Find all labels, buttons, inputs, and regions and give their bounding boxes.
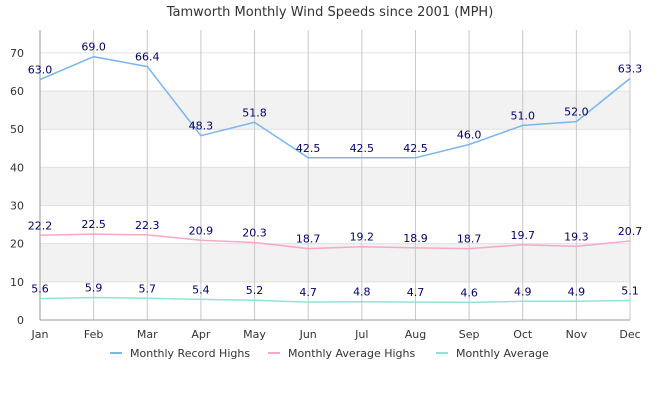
data-label: 63.0 (28, 64, 53, 77)
data-label: 42.5 (350, 142, 375, 155)
x-tick-label: Mar (137, 328, 158, 341)
legend-item-2[interactable]: Monthly Average Highs (268, 347, 415, 360)
axes (39, 30, 630, 321)
data-label: 22.2 (28, 219, 53, 232)
y-tick-label: 70 (10, 47, 24, 60)
data-label: 5.9 (85, 281, 103, 294)
chart-title: Tamworth Monthly Wind Speeds since 2001 … (166, 5, 494, 20)
x-tick-label: Feb (84, 328, 103, 341)
y-tick-label: 0 (17, 314, 24, 327)
series-line-2 (39, 233, 631, 250)
x-tick-label: May (243, 328, 266, 341)
data-label: 4.6 (460, 286, 478, 299)
series-line-3 (39, 296, 631, 304)
x-tick-label: Aug (405, 328, 426, 341)
grid-band (40, 243, 630, 282)
legend[interactable]: Monthly Record Highs Monthly Average High… (110, 347, 549, 360)
data-label: 5.7 (139, 282, 157, 295)
data-label: 18.7 (296, 233, 321, 246)
x-tick-label: Nov (566, 328, 588, 341)
data-label: 5.2 (246, 284, 264, 297)
y-tick-label: 40 (10, 161, 24, 174)
data-label: 46.0 (457, 128, 482, 141)
data-label: 22.3 (135, 219, 160, 232)
data-label: 19.3 (564, 230, 589, 243)
data-label: 4.7 (299, 286, 317, 299)
data-label: 48.3 (189, 120, 214, 133)
legend-item-1[interactable]: Monthly Record Highs (110, 347, 250, 360)
x-tick-label: Jan (31, 328, 49, 341)
grid-band (40, 91, 630, 130)
data-label: 4.9 (568, 285, 586, 298)
data-label: 20.3 (242, 227, 267, 240)
y-tick-label: 50 (10, 123, 24, 136)
legend-label: Monthly Record Highs (130, 347, 250, 360)
data-label: 18.7 (457, 233, 482, 246)
x-tick-label: Apr (191, 328, 211, 341)
x-tick-label: Jul (354, 328, 368, 341)
legend-item-3[interactable]: Monthly Average (436, 347, 549, 360)
series-lines (39, 55, 631, 304)
data-label: 51.8 (242, 106, 267, 119)
legend-label: Monthly Average (456, 347, 549, 360)
data-label: 4.8 (353, 286, 371, 299)
data-label: 66.4 (135, 51, 160, 64)
data-label: 5.1 (621, 285, 639, 298)
x-tick-label: Dec (619, 328, 640, 341)
data-label: 20.7 (618, 225, 643, 238)
data-label: 52.0 (564, 106, 589, 119)
grid-band (40, 167, 630, 206)
x-tick-label: Oct (513, 328, 533, 341)
y-tick-label: 20 (10, 238, 24, 251)
x-axis-ticks: Jan Feb Mar Apr May Jun Jul Aug Sep Oct Nov Dec (31, 328, 641, 341)
data-label: 19.2 (350, 231, 375, 244)
x-tick-label: Sep (459, 328, 480, 341)
series-line-1 (39, 55, 631, 159)
data-label: 42.5 (403, 142, 428, 155)
data-label: 5.6 (31, 283, 49, 296)
data-label: 63.3 (618, 62, 643, 75)
y-tick-label: 10 (10, 276, 24, 289)
data-label: 4.9 (514, 285, 532, 298)
data-label: 42.5 (296, 142, 321, 155)
data-label: 5.4 (192, 283, 210, 296)
data-label: 22.5 (81, 218, 106, 231)
data-labels: 63.0 69.0 66.4 48.3 51.8 42.5 42.5 42.5 46.0 51.0… (28, 41, 643, 300)
data-label: 51.0 (510, 109, 535, 122)
data-label: 18.9 (403, 232, 428, 245)
grid-bands (40, 91, 630, 282)
data-label: 19.7 (510, 229, 535, 242)
x-tick-label: Jun (299, 328, 317, 341)
y-tick-label: 60 (10, 85, 24, 98)
y-tick-label: 30 (10, 200, 24, 213)
data-label: 20.9 (189, 224, 214, 237)
legend-label: Monthly Average Highs (288, 347, 415, 360)
y-axis-ticks: 0 10 20 30 40 50 60 70 (10, 47, 24, 327)
data-label: 69.0 (81, 41, 106, 54)
data-label: 4.7 (407, 286, 425, 299)
